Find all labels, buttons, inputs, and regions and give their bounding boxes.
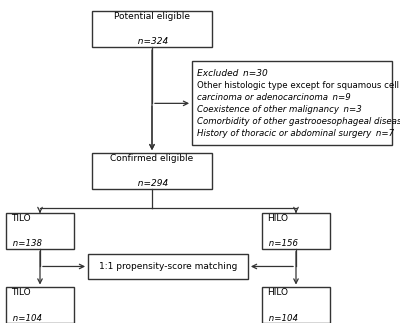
FancyBboxPatch shape [92, 153, 212, 189]
Text: n=138: n=138 [11, 239, 42, 248]
FancyBboxPatch shape [262, 287, 330, 323]
Text: HILO: HILO [267, 288, 288, 297]
Text: HILO: HILO [267, 214, 288, 223]
FancyBboxPatch shape [6, 213, 74, 249]
Text: History of thoracic or abdominal surgery  n=7: History of thoracic or abdominal surgery… [197, 129, 394, 138]
Text: carcinoma or adenocarcinoma  n=9: carcinoma or adenocarcinoma n=9 [197, 93, 350, 102]
Text: n=294: n=294 [136, 180, 168, 189]
Text: Excluded  n=30: Excluded n=30 [197, 68, 268, 78]
FancyBboxPatch shape [88, 255, 248, 278]
FancyBboxPatch shape [92, 11, 212, 47]
Text: n=104: n=104 [267, 314, 298, 323]
Text: Comorbidity of other gastrooesophageal diseases  n=11: Comorbidity of other gastrooesophageal d… [197, 117, 400, 126]
Text: Coexistence of other malignancy  n=3: Coexistence of other malignancy n=3 [197, 105, 362, 114]
Text: n=324: n=324 [136, 37, 168, 47]
Text: Potential eligible: Potential eligible [114, 12, 190, 21]
Text: n=156: n=156 [267, 239, 298, 248]
Text: Confirmed eligible: Confirmed eligible [110, 154, 194, 163]
Text: TILO: TILO [11, 288, 30, 297]
FancyBboxPatch shape [6, 287, 74, 323]
FancyBboxPatch shape [262, 213, 330, 249]
Text: n=104: n=104 [11, 314, 42, 323]
Text: 1:1 propensity-score matching: 1:1 propensity-score matching [99, 262, 237, 271]
Text: Other histologic type except for squamous cell: Other histologic type except for squamou… [197, 81, 399, 90]
FancyBboxPatch shape [192, 61, 392, 145]
Text: TILO: TILO [11, 214, 30, 223]
